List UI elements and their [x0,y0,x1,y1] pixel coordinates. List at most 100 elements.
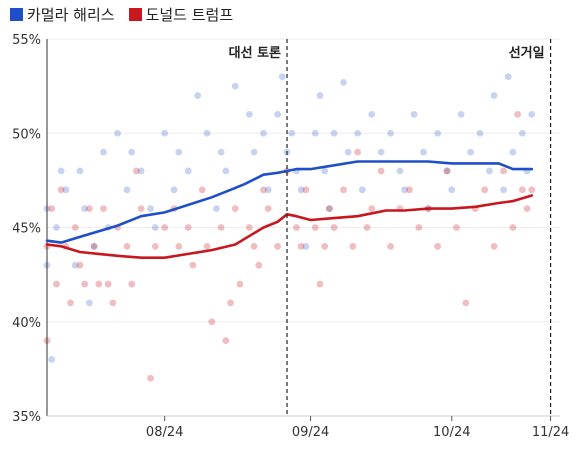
trump-poll-point [90,242,98,250]
trump-poll-point [523,205,531,213]
harris-poll-point [490,92,498,99]
trump-poll-point [340,186,347,194]
harris-poll-point [147,205,154,213]
harris-poll-point [114,129,121,137]
trump-poll-point [462,299,470,307]
harris-poll-point [128,148,136,156]
trump-poll-point [311,224,319,231]
harris-poll-point [217,148,225,156]
harris-poll-point [203,129,211,137]
y-tick-label: 40% [12,316,41,331]
trump-poll-point [151,242,159,250]
trump-poll-point [100,205,107,213]
trump-poll-point [57,186,65,194]
trump-poll-point [514,111,522,118]
trump-poll-point [48,205,56,213]
trump-poll-point [123,242,131,250]
trump-poll-point [231,205,239,213]
harris-poll-point [264,186,272,194]
trump-poll-point [71,224,79,231]
harris-trend-line [45,160,534,244]
trump-poll-point [264,205,272,213]
harris-poll-point [123,186,131,194]
trump-poll-point [208,318,216,326]
trump-poll-point [302,186,310,194]
harris-poll-point [161,129,169,137]
harris-poll-point [443,167,451,175]
harris-poll-point [170,186,178,194]
harris-poll-point [420,148,427,156]
poll-dots-layer [43,73,536,382]
trump-poll-point [250,242,258,250]
trump-poll-point [184,224,192,231]
harris-poll-point [340,78,347,86]
trump-poll-point [104,280,112,288]
harris-poll-point [330,129,338,137]
trump-poll-point [109,299,117,307]
harris-poll-point [457,111,465,118]
harris-poll-point [321,167,329,175]
trump-poll-point [147,374,154,382]
trump-poll-point [453,224,460,231]
harris-poll-point [302,242,310,250]
legend-item-harris[interactable]: 카멀라 해리스 [10,4,115,25]
legend: 카멀라 해리스 도널드 트럼프 [10,4,233,24]
x-tick-label: 10/24 [433,425,470,440]
harris-poll-point [184,167,192,175]
harris-poll-point [377,148,385,156]
harris-poll-point [90,242,98,250]
debate-marker-label: 대선 토론 [229,45,281,61]
grid-layer [47,38,560,417]
x-tick-label: 09/24 [292,425,329,440]
trump-poll-point [161,224,169,231]
harris-poll-point [448,186,456,194]
harris-poll-point [231,82,239,90]
trump-poll-point [260,186,267,194]
harris-poll-point [151,224,159,231]
harris-poll-point [325,205,333,213]
trump-poll-point [387,242,394,250]
trump-poll-point [175,242,183,250]
harris-poll-point [509,148,517,156]
trump-poll-point [330,224,338,231]
trump-poll-point [316,280,324,288]
legend-label-trump: 도널드 트럼프 [145,5,234,24]
harris-poll-point [222,167,230,175]
harris-poll-point [274,111,282,118]
trump-trend-line [45,194,534,260]
trump-poll-point [227,299,234,307]
harris-poll-point [344,148,352,156]
trump-poll-point [76,261,84,269]
trump-poll-point [137,205,145,213]
annotation-layer: 대선 토론 선거일 [229,39,552,416]
y-tick-label: 45% [12,222,41,237]
axis-layer: 55% 50% 45% 40% 35% 08/24 09/24 10/24 11/24 [12,33,569,440]
trump-poll-point [481,186,489,194]
harris-poll-point [57,167,65,175]
election-day-marker-label: 선거일 [509,45,545,61]
harris-poll-point [194,92,202,99]
trump-poll-point [198,186,206,194]
harris-poll-point [396,167,404,175]
trump-poll-point [363,224,371,231]
trump-poll-point [67,299,74,307]
harris-poll-point [500,186,507,194]
legend-label-harris: 카멀라 해리스 [27,5,115,24]
trump-poll-point [53,280,60,288]
harris-poll-point [76,167,84,175]
trump-poll-point [354,148,362,156]
trump-poll-point [81,280,89,288]
x-tick-label: 11/24 [532,425,569,440]
harris-poll-point [518,129,526,137]
harris-poll-point [137,167,145,175]
harris-poll-point [504,73,512,81]
trump-poll-point [293,224,300,231]
trump-poll-point [528,186,536,194]
harris-poll-point [53,224,60,231]
harris-poll-point [434,129,442,137]
y-tick-label: 35% [12,410,41,425]
legend-item-trump[interactable]: 도널드 트럼프 [128,4,234,25]
harris-poll-point [81,205,89,213]
harris-poll-point [476,129,484,137]
trump-poll-point [443,167,451,175]
